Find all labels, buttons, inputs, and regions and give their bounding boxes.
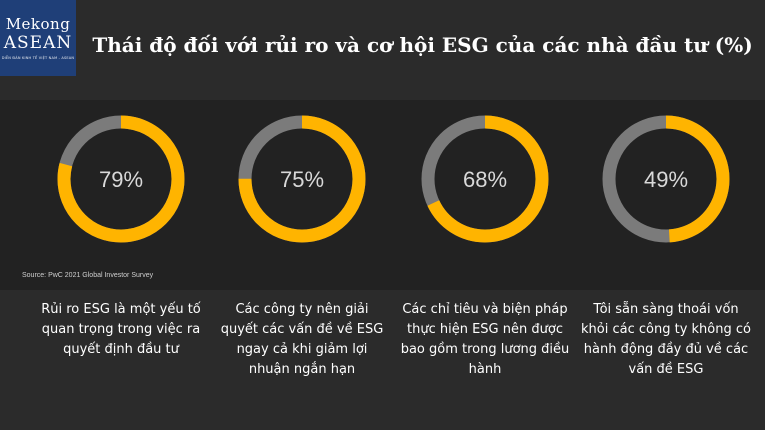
source-note: Source: PwC 2021 Global Investor Survey [22,272,154,279]
logo-line2: ASEAN [3,33,73,53]
caption-4: Tôi sẵn sàng thoái vốn khỏi các công ty … [581,302,751,377]
donut-value-arc-2 [238,115,366,243]
logo-line1: Mekong [5,15,71,33]
chart-panel: 79% 75% 68% 49% [0,100,765,290]
donut-label-3: 68% [463,167,507,192]
logo-tagline: DIỄN ĐÀN KINH TẾ VIỆT NAM - ASEAN [1,56,75,60]
donut-2: 75% [238,115,366,243]
caption-1: Rủi ro ESG là một yếu tố quan trọng tron… [41,302,201,357]
page-title: Thái độ đối với rủi ro và cơ hội ESG của… [92,33,753,57]
donut-3: 68% [421,115,549,243]
donut-label-2: 75% [280,167,324,192]
donut-value-arc-1 [57,115,185,243]
brand-logo: Mekong ASEAN DIỄN ĐÀN KINH TẾ VIỆT NAM -… [0,0,76,76]
donut-4: 49% [602,115,730,243]
donut-value-arc-3 [421,115,549,243]
donut-charts: 79% 75% 68% 49% [57,115,730,243]
donut-1: 79% [57,115,185,243]
donut-label-1: 79% [99,167,143,192]
caption-2: Các công ty nên giải quyết các vấn đề về… [220,302,384,377]
caption-3: Các chỉ tiêu và biện pháp thực hiện ESG … [400,302,570,377]
donut-value-arc-4 [602,115,730,243]
donut-label-4: 49% [644,167,688,192]
